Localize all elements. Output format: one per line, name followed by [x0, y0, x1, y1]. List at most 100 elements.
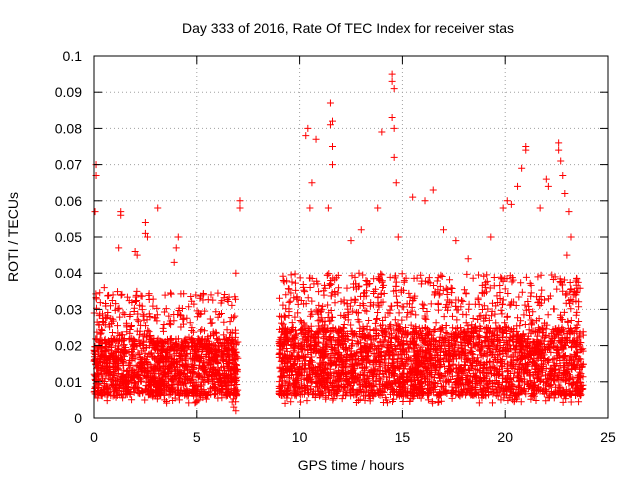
data-point: [567, 316, 575, 324]
data-point: [168, 385, 176, 393]
data-point: [198, 326, 206, 333]
data-point: [196, 310, 204, 318]
data-point: [448, 312, 456, 320]
data-point: [123, 293, 131, 301]
data-point: [183, 385, 191, 393]
data-point: [118, 290, 126, 298]
data-point: [199, 394, 207, 402]
data-point: [207, 365, 215, 373]
data-point: [104, 309, 112, 317]
data-point: [458, 296, 466, 304]
data-point: [126, 312, 134, 320]
data-point: [121, 310, 129, 318]
data-point: [532, 396, 540, 404]
data-point: [356, 395, 364, 403]
data-point: [400, 278, 408, 286]
data-point: [205, 368, 213, 376]
data-point: [121, 346, 129, 354]
data-point: [223, 326, 231, 334]
data-point: [147, 387, 155, 395]
data-point: [213, 357, 221, 365]
data-point: [102, 362, 110, 370]
data-point: [102, 383, 110, 391]
data-point: [373, 315, 381, 323]
data-point: [97, 387, 105, 395]
data-point: [165, 319, 173, 327]
data-point: [149, 302, 157, 310]
data-point: [154, 342, 162, 350]
data-point: [575, 398, 583, 406]
data-point: [199, 366, 207, 374]
data-point: [106, 323, 114, 331]
data-point: [225, 293, 233, 301]
data-point: [112, 300, 120, 308]
data-point: [318, 314, 326, 322]
data-point: [96, 289, 104, 297]
data-point: [228, 398, 236, 406]
data-point: [567, 305, 575, 313]
data-point: [188, 297, 196, 305]
data-point: [135, 350, 143, 358]
data-point: [232, 295, 240, 303]
data-point: [425, 274, 433, 282]
data-point: [419, 304, 427, 312]
data-point: [126, 356, 134, 364]
data-point: [208, 364, 216, 372]
data-point: [91, 376, 99, 384]
data-point: [540, 296, 548, 304]
data-point: [91, 347, 99, 355]
data-point: [288, 278, 296, 286]
data-point: [567, 398, 575, 406]
data-point: [133, 287, 141, 295]
data-point: [170, 380, 178, 388]
data-point: [428, 398, 436, 406]
data-point: [143, 316, 151, 324]
data-point: [469, 315, 477, 323]
data-point: [279, 272, 287, 280]
data-point: [203, 375, 211, 383]
data-point: [191, 399, 199, 407]
data-point: [114, 342, 122, 350]
data-point: [393, 298, 401, 306]
data-point: [213, 371, 221, 379]
data-point: [327, 292, 335, 300]
data-point: [359, 271, 367, 279]
data-point: [232, 390, 240, 398]
data-point: [579, 328, 587, 336]
data-point: [491, 310, 499, 318]
data-point: [181, 376, 189, 384]
data-point: [145, 342, 153, 350]
data-point: [107, 343, 115, 351]
data-point: [287, 398, 295, 406]
data-point: [157, 337, 165, 345]
data-point: [227, 314, 235, 322]
data-point: [170, 317, 178, 325]
data-point: [108, 319, 116, 327]
data-point: [175, 379, 183, 387]
data-point: [228, 335, 236, 343]
data-point: [181, 366, 189, 374]
data-point: [412, 311, 420, 319]
data-point: [179, 389, 187, 397]
data-point: [180, 346, 188, 354]
data-point: [228, 351, 236, 359]
data-point: [465, 300, 473, 308]
data-point: [291, 279, 299, 287]
data-point: [347, 321, 355, 329]
data-point: [114, 288, 122, 296]
data-point: [138, 306, 146, 314]
data-point: [215, 370, 223, 378]
data-point: [106, 354, 114, 362]
data-point: [177, 352, 185, 360]
data-point: [176, 378, 184, 386]
data-point: [188, 375, 196, 383]
data-point: [448, 394, 456, 402]
data-point: [148, 391, 156, 399]
data-point: [281, 399, 289, 407]
data-point: [94, 355, 102, 363]
data-point: [453, 316, 461, 324]
data-point: [187, 369, 195, 377]
data-point: [207, 291, 215, 299]
data-point: [160, 321, 168, 329]
data-point: [354, 397, 362, 405]
